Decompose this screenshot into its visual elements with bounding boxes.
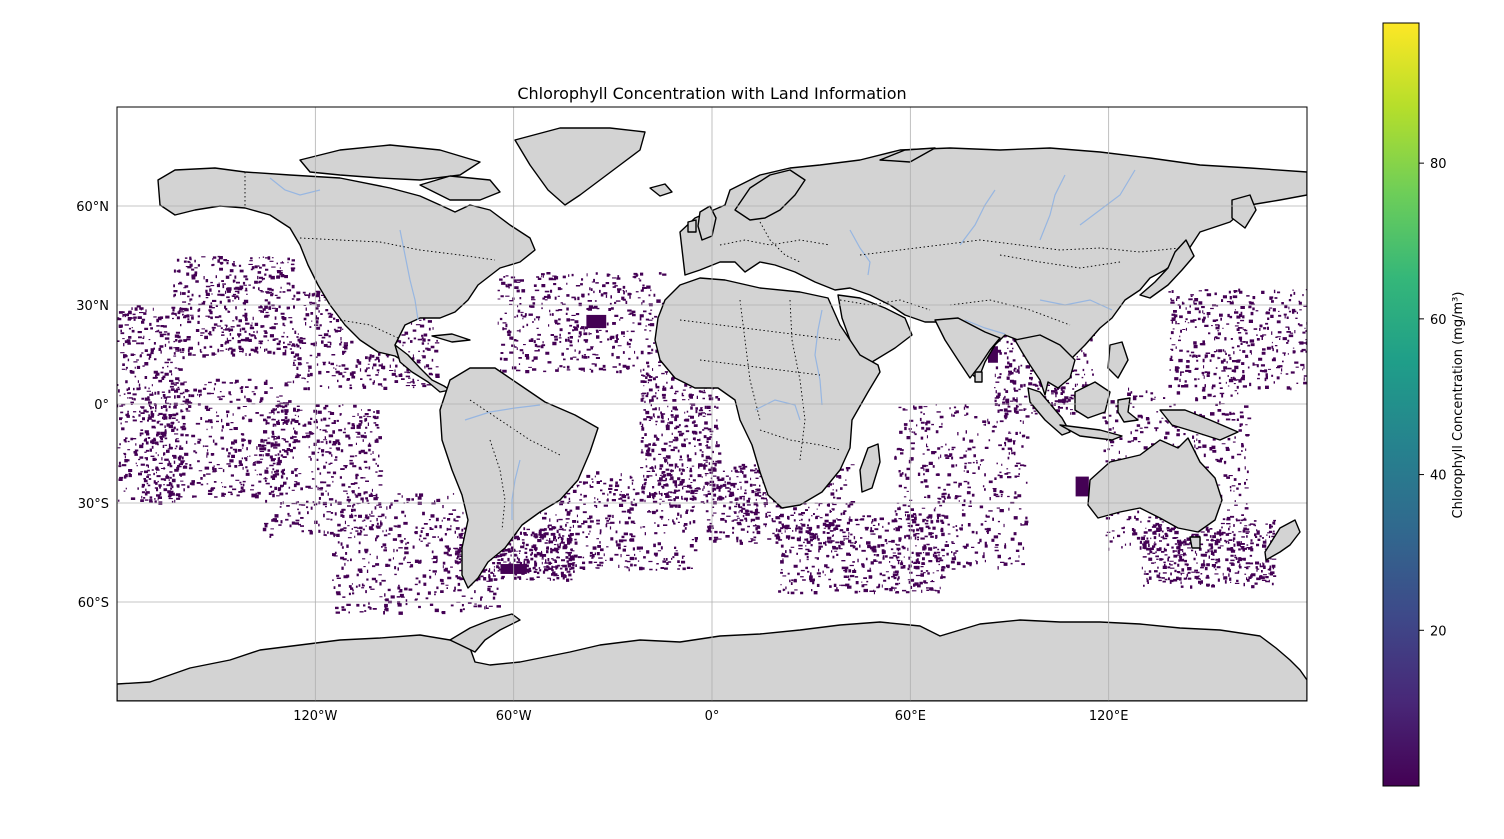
colorbar-label: Chlorophyll Concentration (mg/m³) xyxy=(1451,292,1466,519)
gridlines xyxy=(117,107,1307,701)
border-sa-2 xyxy=(489,439,506,531)
lat-tick-label: 60°S xyxy=(78,596,109,611)
land-kamchatka xyxy=(1231,194,1257,229)
border-us-canada xyxy=(299,237,496,261)
land-new-zealand xyxy=(1264,519,1301,561)
border-russia-south xyxy=(859,239,1181,256)
land-india xyxy=(934,317,1001,379)
land-scandinavia xyxy=(734,169,806,221)
land-tasmania xyxy=(1189,536,1201,549)
border-europe-2 xyxy=(719,239,831,246)
land-java xyxy=(1059,424,1123,441)
land-sri-lanka xyxy=(974,371,983,383)
lat-tick-label: 60°N xyxy=(76,200,109,215)
land-north-america xyxy=(157,167,536,373)
colorbar-ramp xyxy=(1382,22,1420,787)
colorbar-tick-label: 60 xyxy=(1430,313,1447,328)
land-baffin xyxy=(419,175,501,201)
border-africa-5 xyxy=(759,429,841,451)
chlorophyll-pixels xyxy=(117,255,1307,615)
river-mississippi xyxy=(399,229,419,321)
river-ob xyxy=(959,189,996,246)
land-se-asia xyxy=(1014,334,1076,396)
map-title: Chlorophyll Concentration with Land Info… xyxy=(517,84,906,103)
rivers-layer xyxy=(269,169,1136,520)
colorbar-tick-label: 20 xyxy=(1430,624,1447,639)
lon-tick-label: 0° xyxy=(705,709,720,724)
colorbar-tick-label: 80 xyxy=(1430,157,1447,172)
lon-tick-label: 120°W xyxy=(293,709,337,724)
border-africa-1 xyxy=(679,319,841,341)
land-africa xyxy=(654,277,881,509)
chlorophyll-patch xyxy=(1075,476,1089,497)
land-cuba xyxy=(431,333,471,343)
land-australia xyxy=(1087,437,1223,533)
land-ireland xyxy=(687,219,697,233)
lat-tick-label: 30°N xyxy=(76,299,109,314)
chlorophyll-patch xyxy=(586,314,607,329)
map-frame xyxy=(116,106,1308,702)
land-antarctic-peninsula xyxy=(449,613,521,653)
border-africa-2 xyxy=(699,359,821,376)
river-volga xyxy=(849,229,871,276)
lon-tick-label: 60°E xyxy=(895,709,926,724)
chlorophyll-patch xyxy=(988,346,998,363)
river-congo xyxy=(754,399,801,421)
lon-tick-labels: 120°W 60°W 0° 60°E 120°E xyxy=(293,709,1128,724)
lat-tick-label: 0° xyxy=(94,398,109,413)
lon-tick-label: 60°W xyxy=(496,709,532,724)
map-axes xyxy=(117,107,1307,701)
border-africa-4 xyxy=(789,299,806,461)
land-sumatra xyxy=(1027,387,1071,436)
colorbar: 20 40 60 80 Chlorophyll Concentration (mg/m… xyxy=(1382,22,1466,787)
border-mongolia xyxy=(999,254,1121,269)
colorbar-ticks: 20 40 60 80 xyxy=(1419,157,1447,639)
land-madagascar xyxy=(859,443,881,493)
river-amazon xyxy=(464,404,541,421)
border-sa-1 xyxy=(469,399,561,456)
river-ganges xyxy=(964,319,1006,335)
land-borneo xyxy=(1074,381,1111,419)
land-greenland xyxy=(514,127,646,206)
land-novaya-zemlya xyxy=(879,147,936,163)
lon-tick-label: 120°E xyxy=(1089,709,1129,724)
lat-tick-labels: 60°N 30°N 0° 30°S 60°S xyxy=(76,200,109,611)
river-mackenzie xyxy=(269,177,321,196)
border-africa-3 xyxy=(739,299,761,421)
river-nile xyxy=(814,309,823,406)
river-lena xyxy=(1079,169,1136,226)
land-iceland xyxy=(649,183,673,197)
land-japan xyxy=(1139,239,1195,299)
land-arctic-islands xyxy=(299,144,481,181)
lat-tick-label: 30°S xyxy=(78,497,109,512)
river-yenisei xyxy=(1039,174,1066,241)
land-new-guinea xyxy=(1159,409,1239,441)
colorbar-tick-label: 40 xyxy=(1430,469,1447,484)
